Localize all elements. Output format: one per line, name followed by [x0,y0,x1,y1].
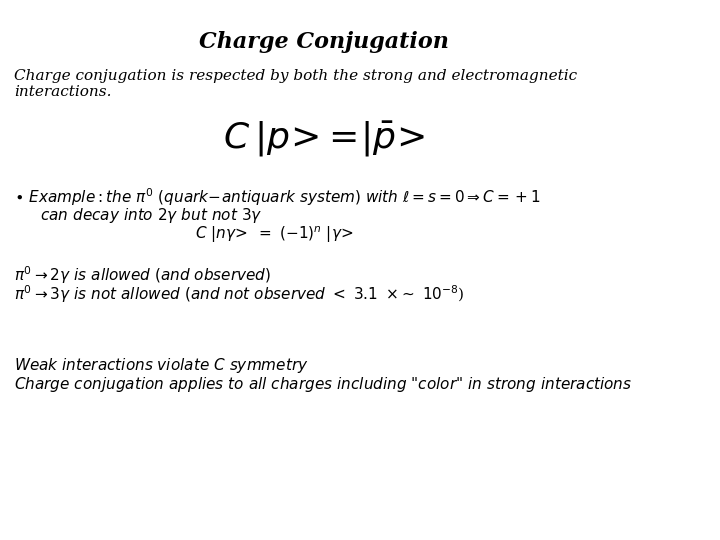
Text: $\it{C\ |n\gamma\!>\ =\ (-1)^n\ |\gamma\!>}$: $\it{C\ |n\gamma\!>\ =\ (-1)^n\ |\gamma\… [195,224,354,245]
Text: $\pi^0 \rightarrow 2\gamma$$\it{\ is\ allowed\ (and\ observed)}$: $\pi^0 \rightarrow 2\gamma$$\it{\ is\ al… [14,265,271,286]
Text: $\bullet$ $\it{Example: the\ }$$\pi^0$$\it{\ (quark\!-\!antiquark\ system)\ with: $\bullet$ $\it{Example: the\ }$$\pi^0$$\… [14,187,541,208]
Text: $\it{Charge\ conjugation\ applies\ to\ all\ charges\ including\ \text{"}color\te: $\it{Charge\ conjugation\ applies\ to\ a… [14,375,633,394]
Text: $\it{Weak\ interactions\ violate\ C\ symmetry}$: $\it{Weak\ interactions\ violate\ C\ sym… [14,356,309,375]
Text: $\it{can\ decay\ into\ 2\gamma\ but\ not\ 3\gamma}$: $\it{can\ decay\ into\ 2\gamma\ but\ not… [40,206,263,225]
Text: $\pi^0 \rightarrow 3\gamma$$\it{\ is\ not\ allowed\ (and\ not\ observed\ <\ 3.1\: $\pi^0 \rightarrow 3\gamma$$\it{\ is\ no… [14,284,465,305]
Text: $C\,|p\!>\!=\!|\bar{p}\!>$: $C\,|p\!>\!=\!|\bar{p}\!>$ [223,119,426,159]
Text: Charge Conjugation: Charge Conjugation [199,31,449,53]
Text: Charge conjugation is respected by both the strong and electromagnetic: Charge conjugation is respected by both … [14,69,577,83]
Text: interactions.: interactions. [14,85,112,99]
